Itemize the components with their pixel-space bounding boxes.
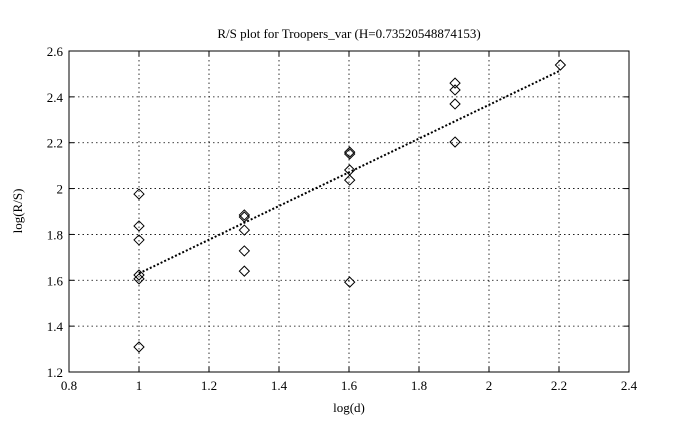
- y-tick-label: 2: [57, 182, 64, 197]
- y-tick-label: 1.6: [47, 273, 64, 288]
- data-point: [133, 220, 145, 232]
- data-point: [238, 245, 251, 257]
- data-point: [133, 341, 145, 353]
- x-tick-label: 1.6: [341, 378, 358, 393]
- x-axis-label: log(d): [333, 400, 365, 415]
- x-tick-label: 1.8: [411, 378, 427, 393]
- x-tick-label: 0.8: [61, 378, 77, 393]
- data-point: [133, 188, 145, 200]
- plot-frame: [68, 50, 630, 373]
- y-tick-label: 1.8: [47, 227, 63, 242]
- data-point: [238, 224, 251, 236]
- fit-line: [138, 69, 561, 275]
- x-tick-label: 1.2: [201, 378, 217, 393]
- data-point: [238, 211, 251, 223]
- data-point: [343, 174, 356, 186]
- y-tick-label: 2.4: [47, 90, 64, 105]
- data-point: [343, 276, 356, 288]
- data-point: [449, 77, 461, 89]
- x-tick-label: 1.4: [271, 378, 288, 393]
- chart-title: R/S plot for Troopers_var (H=0.735205488…: [217, 26, 480, 41]
- data-point: [133, 269, 145, 281]
- data-point: [238, 265, 251, 277]
- data-point: [554, 59, 567, 71]
- data-point: [343, 148, 356, 160]
- y-tick-label: 2.6: [47, 44, 64, 59]
- x-tick-label: 2.2: [551, 378, 567, 393]
- y-tick-label: 1.2: [47, 365, 63, 380]
- data-point: [449, 98, 461, 110]
- data-point: [449, 136, 461, 148]
- data-point: [238, 209, 251, 221]
- data-point: [133, 273, 145, 285]
- x-tick-label: 1: [136, 378, 143, 393]
- data-point: [133, 234, 145, 246]
- data-point: [449, 84, 461, 96]
- y-tick-label: 1.4: [47, 319, 64, 334]
- x-tick-label: 2.4: [621, 378, 638, 393]
- y-axis-label: log(R/S): [10, 189, 25, 234]
- data-point: [343, 146, 356, 158]
- y-tick-label: 2.2: [47, 136, 63, 151]
- x-tick-label: 2: [486, 378, 493, 393]
